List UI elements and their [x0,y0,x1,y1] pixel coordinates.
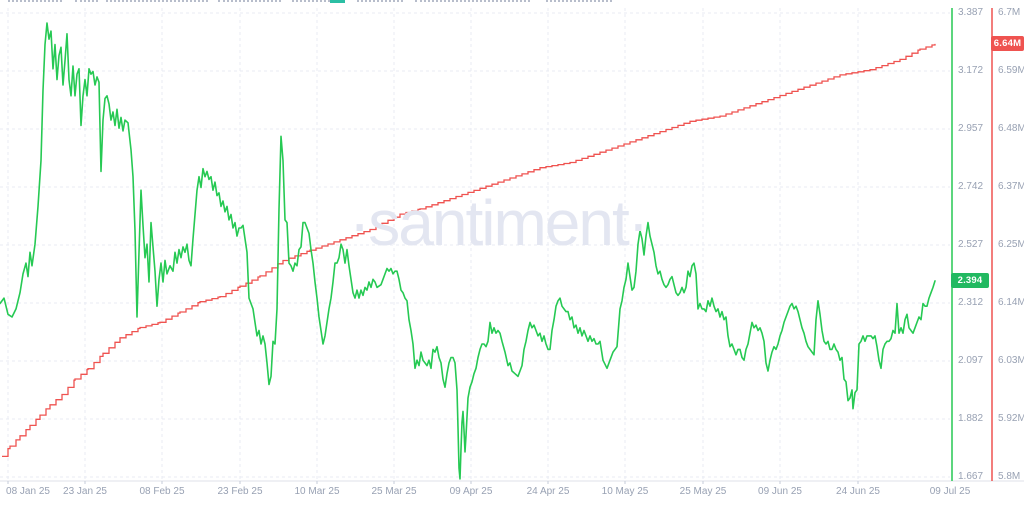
supply-axis-label: 6.59M [998,65,1024,76]
price-axis-label: 3.387 [958,7,984,18]
x-axis-date-label: 10 May 25 [601,486,649,497]
x-axis-date-label: 23 Feb 25 [217,486,263,497]
x-axis-date-label: 10 Mar 25 [294,486,340,497]
legend-item-cropped[interactable] [292,0,330,2]
price-axis-label: 2.312 [958,297,984,308]
price-axis-label: 1.667 [958,471,984,482]
price-axis-label: 2.742 [958,181,984,192]
legend-item-cropped[interactable] [75,0,98,2]
legend-item-active-underline[interactable] [330,0,345,3]
supply-axis-label: 6.7M [998,7,1021,18]
supply-axis-label: 6.48M [998,123,1024,134]
santiment-watermark: ·santiment· [348,187,649,259]
supply-axis-label: 5.92M [998,413,1024,424]
legend-item-cropped[interactable] [8,0,62,2]
supply-axis-label: 6.03M [998,355,1024,366]
price-line[interactable] [0,22,936,480]
x-axis-date-label: 08 Feb 25 [139,486,185,497]
supply-axis-label: 5.8M [998,471,1021,482]
price-axis-label: 2.527 [958,239,984,250]
price-axis-label: 2.097 [958,355,984,366]
legend-item-cropped[interactable] [218,0,281,2]
price-axis-label: 1.882 [958,413,984,424]
x-axis-date-label: 23 Jan 25 [63,486,107,497]
supply-last-value-badge: 6.64M [991,36,1024,52]
x-axis-date-label: 25 May 25 [679,486,727,497]
x-axis-date-label: 25 Mar 25 [371,486,417,497]
supply-axis-label: 6.25M [998,239,1024,250]
legend-item-cropped[interactable] [415,0,530,2]
x-axis-date-label: 24 Apr 25 [526,486,570,497]
supply-line[interactable] [2,43,936,458]
price-axis-label: 3.172 [958,65,984,76]
legend-item-cropped[interactable] [106,0,208,2]
price-last-value-badge: 2.394 [951,273,989,289]
x-axis-date-label: 09 Apr 25 [449,486,493,497]
price-axis-label: 2.957 [958,123,984,134]
legend-item-cropped[interactable] [546,0,612,2]
supply-axis-label: 6.14M [998,297,1024,308]
x-axis-date-label: 09 Jun 25 [758,486,802,497]
x-axis-date-label: 24 Jun 25 [836,486,880,497]
x-axis-date-label: 08 Jan 25 [6,486,50,497]
x-axis-date-label: 09 Jul 25 [929,486,971,497]
legend-item-cropped[interactable] [357,0,403,2]
supply-axis-label: 6.37M [998,181,1024,192]
